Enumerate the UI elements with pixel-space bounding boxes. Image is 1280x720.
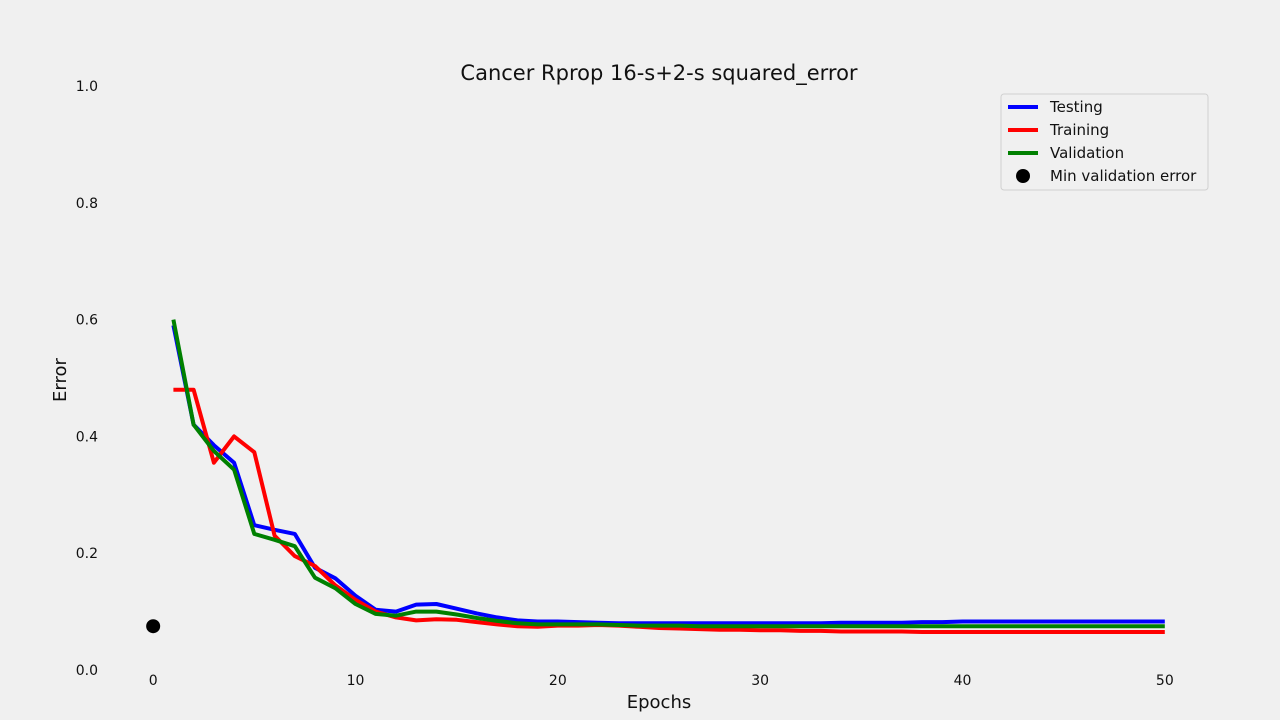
legend-label: Testing — [1049, 98, 1103, 116]
legend-swatch — [1016, 169, 1030, 183]
x-tick-labels: 0 10 20 30 40 50 — [149, 673, 1174, 689]
y-tick-label: 1.0 — [76, 79, 98, 95]
series-lines — [171, 319, 1165, 634]
min-validation-error-marker — [146, 619, 161, 634]
legend-label: Training — [1049, 121, 1109, 139]
series-line-training — [173, 387, 1165, 634]
series-line-validation — [171, 319, 1165, 629]
y-tick-labels: 0.0 0.2 0.4 0.6 0.8 1.0 — [76, 79, 98, 679]
legend-label: Min validation error — [1050, 167, 1197, 185]
x-tick-label: 0 — [149, 673, 158, 689]
x-axis-label: Epochs — [627, 692, 692, 713]
y-tick-label: 0.0 — [76, 663, 98, 679]
y-axis-label: Error — [50, 357, 71, 401]
y-tick-label: 0.6 — [76, 313, 98, 329]
y-tick-label: 0.2 — [76, 546, 98, 562]
x-tick-label: 40 — [954, 673, 972, 689]
markers — [146, 619, 161, 634]
x-tick-label: 10 — [347, 673, 365, 689]
x-tick-label: 30 — [751, 673, 769, 689]
legend-box — [1000, 93, 1209, 191]
x-tick-label: 50 — [1156, 673, 1174, 689]
legend: Testing Training Validation Min validation … — [1000, 93, 1209, 191]
legend-label: Validation — [1050, 144, 1124, 162]
x-tick-label: 20 — [549, 673, 567, 689]
series-line-testing — [171, 325, 1165, 626]
y-tick-label: 0.4 — [76, 429, 98, 445]
chart-title: Cancer Rprop 16-s+2-s squared_error — [460, 61, 858, 86]
y-tick-label: 0.8 — [76, 196, 98, 212]
